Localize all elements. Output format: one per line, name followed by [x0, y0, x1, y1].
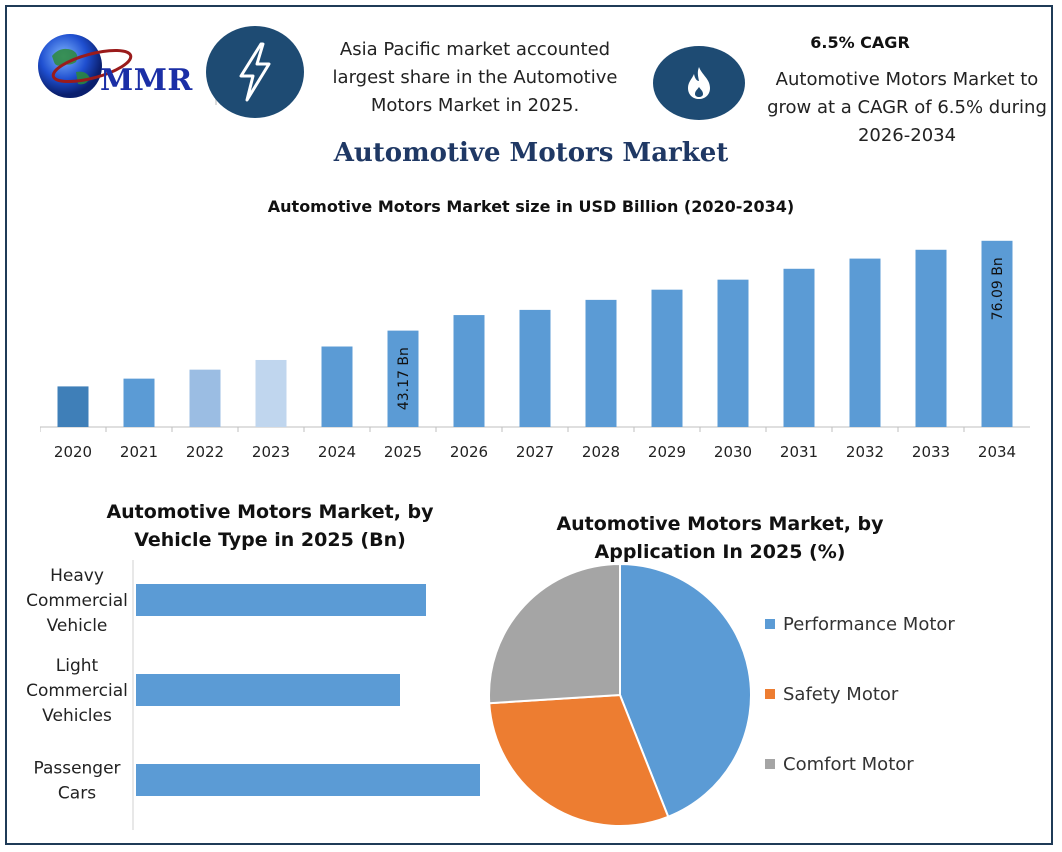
legend-item: Comfort Motor: [765, 750, 955, 778]
slice-performance-motor: [619, 562, 752, 819]
bar-2024: [321, 346, 353, 427]
bar-light-commercial-vehicles: [136, 674, 400, 706]
x-tick-label: 2030: [714, 443, 752, 461]
x-tick-label: 2025: [384, 443, 422, 461]
x-tick-label: 2021: [120, 443, 158, 461]
x-tick-label: 2029: [648, 443, 686, 461]
bar-2029: [651, 289, 683, 427]
legend-label: Safety Motor: [783, 683, 899, 705]
lightning-icon: [206, 26, 304, 118]
x-tick-label: 2020: [54, 443, 92, 461]
cagr-heading: 6.5% CAGR: [810, 33, 910, 52]
bar-2031: [783, 268, 815, 427]
bar-2026: [453, 315, 485, 427]
bar-heavy-commercial-vehicle: [136, 584, 426, 616]
bar-2021: [123, 378, 155, 427]
x-tick-label: 2027: [516, 443, 554, 461]
market-size-bar-chart: 2020 2021 2022 2023 2024 2025 43.17 Bn 2026 2027…: [40, 240, 1030, 461]
infographic-frame: [5, 5, 1053, 845]
legend-swatch: [765, 619, 775, 629]
main-title: Automotive Motors Market: [333, 138, 729, 168]
legend-swatch: [765, 689, 775, 699]
application-chart-title: Automotive Motors Market, by Application…: [556, 513, 884, 563]
slice-safety-motor: [488, 693, 670, 827]
bar-2022: [189, 369, 221, 427]
x-tick-label: 2031: [780, 443, 818, 461]
bar-2027: [519, 309, 551, 427]
bar-2034: [981, 240, 1013, 427]
x-tick-label: 2022: [186, 443, 224, 461]
bar-2033: [915, 249, 947, 427]
x-tick-label: 2032: [846, 443, 884, 461]
bar-2025: [387, 330, 419, 427]
category-label: Heavy Commercial Vehicle: [26, 566, 128, 636]
bar-chart-title: Automotive Motors Market size in USD Bil…: [267, 197, 795, 216]
bar-2023: [255, 359, 287, 427]
application-pie-chart: [488, 562, 752, 827]
bar-2028: [585, 299, 617, 427]
data-label: 43.17 Bn: [396, 347, 412, 410]
bar-2032: [849, 258, 881, 427]
slice-comfort-motor: [488, 562, 621, 705]
logo-text: MMR: [100, 63, 193, 98]
legend-item: Performance Motor: [765, 610, 955, 638]
x-tick-label: 2033: [912, 443, 950, 461]
vehicle-type-chart-title: Automotive Motors Market, by Vehicle Typ…: [106, 501, 434, 551]
category-label: Light Commercial Vehicles: [26, 656, 128, 726]
x-tick-label: 2024: [318, 443, 356, 461]
bar-2020: [57, 386, 89, 427]
vehicle-type-bar-chart: Heavy Commercial Vehicle Light Commercial Veh…: [26, 560, 480, 830]
info-asia-pacific: Asia Pacific market accounted largest sh…: [332, 39, 618, 116]
x-tick-label: 2023: [252, 443, 290, 461]
legend-label: Performance Motor: [783, 613, 955, 635]
info-cagr: Automotive Motors Market to grow at a CA…: [767, 69, 1047, 146]
legend-swatch: [765, 759, 775, 769]
x-tick-label: 2034: [978, 443, 1016, 461]
x-tick-label: 2028: [582, 443, 620, 461]
x-tick-label: 2026: [450, 443, 488, 461]
data-label: 76.09 Bn: [990, 257, 1006, 320]
globe-logo-icon: [38, 34, 133, 98]
flame-icon: [653, 46, 745, 120]
legend-label: Comfort Motor: [783, 753, 914, 775]
category-label: Passenger Cars: [33, 759, 120, 804]
pie-legend: Performance Motor Safety Motor Comfort Mot…: [765, 610, 955, 820]
bar-2030: [717, 279, 749, 427]
legend-item: Safety Motor: [765, 680, 955, 708]
bar-passenger-cars: [136, 764, 480, 796]
